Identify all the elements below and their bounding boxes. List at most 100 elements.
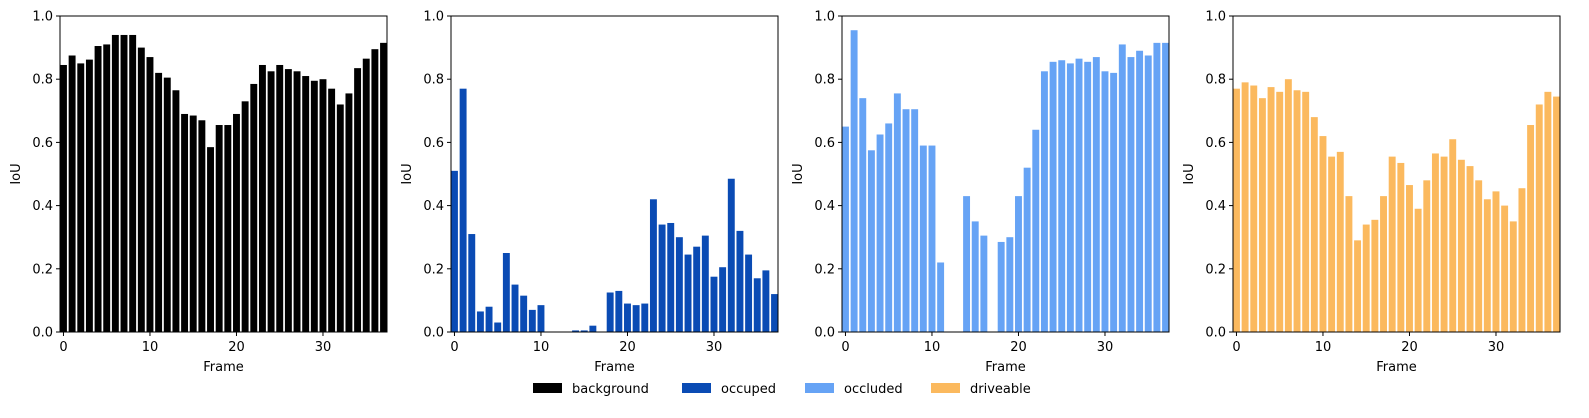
bar — [701, 235, 709, 332]
bar — [172, 90, 180, 332]
bar — [937, 262, 945, 332]
bar — [859, 98, 867, 332]
bar — [77, 63, 85, 333]
bar — [1284, 79, 1292, 332]
y-tick-label: 0.2 — [814, 262, 835, 277]
bar — [727, 178, 735, 332]
y-tick-label: 0.6 — [32, 136, 53, 151]
y-tick-label: 0.4 — [1205, 199, 1226, 214]
bar — [120, 34, 128, 333]
bar — [719, 267, 727, 332]
bar — [771, 294, 778, 332]
y-tick-label: 1.0 — [423, 10, 444, 25]
bar — [129, 34, 137, 333]
bar — [1153, 42, 1161, 333]
x-tick-label: 30 — [315, 340, 332, 355]
bar — [641, 303, 649, 332]
bar — [867, 150, 875, 332]
bar — [1388, 156, 1396, 332]
bar — [476, 311, 484, 332]
bar — [684, 254, 692, 332]
bar — [710, 276, 718, 332]
bar — [1032, 129, 1040, 332]
legend-label: occluded — [844, 382, 903, 397]
bar — [658, 224, 666, 332]
bar — [997, 241, 1005, 332]
y-tick-label: 1.0 — [32, 10, 53, 25]
bar — [589, 325, 597, 332]
bar — [1258, 98, 1266, 332]
bar — [1553, 96, 1560, 332]
bar — [1336, 151, 1344, 332]
bar — [502, 253, 510, 332]
x-axis-label: Frame — [594, 360, 635, 375]
bar — [876, 134, 884, 332]
bar — [615, 290, 623, 332]
bar — [284, 69, 292, 332]
bar — [1535, 104, 1543, 332]
bar — [971, 221, 979, 332]
y-axis-label: IoU — [9, 163, 24, 184]
y-tick-label: 0.4 — [814, 199, 835, 214]
bar — [1040, 71, 1048, 333]
bar — [736, 230, 744, 332]
y-tick-label: 0.0 — [32, 326, 53, 341]
bar — [1362, 224, 1370, 332]
bar — [1397, 162, 1405, 332]
bar — [911, 109, 919, 332]
bar — [1319, 136, 1327, 332]
bar — [928, 145, 936, 332]
y-tick-label: 0.4 — [423, 199, 444, 214]
bar — [1406, 185, 1413, 332]
y-tick-label: 0.6 — [1205, 136, 1226, 151]
bar — [606, 292, 614, 332]
bar — [1101, 71, 1109, 333]
bar — [485, 306, 493, 332]
x-tick-label: 0 — [59, 340, 67, 355]
bar — [60, 64, 67, 332]
bar — [1241, 82, 1249, 332]
bar — [624, 303, 631, 332]
bar — [762, 270, 770, 332]
bar — [1075, 58, 1083, 332]
bar — [885, 123, 893, 332]
bar — [371, 49, 379, 333]
bar — [511, 284, 519, 332]
bar — [1058, 60, 1066, 333]
plot-frame — [1232, 15, 1561, 333]
bar — [1414, 208, 1422, 332]
bar — [451, 170, 458, 332]
bar — [319, 79, 327, 332]
bar — [745, 254, 753, 332]
bar — [1449, 139, 1457, 332]
bar — [1250, 85, 1258, 333]
x-tick-label: 0 — [1232, 340, 1240, 355]
y-tick-label: 1.0 — [814, 10, 835, 25]
bar — [1136, 50, 1144, 332]
bar — [963, 196, 971, 332]
bar — [1110, 72, 1118, 332]
bar — [137, 47, 145, 332]
bar — [1440, 156, 1448, 332]
bar — [1066, 63, 1074, 333]
y-tick-label: 0.0 — [1205, 326, 1226, 341]
y-tick-label: 0.8 — [1205, 73, 1226, 88]
bar — [198, 120, 206, 332]
bar — [1492, 191, 1500, 332]
bar — [1162, 42, 1169, 333]
x-tick-label: 30 — [1097, 340, 1114, 355]
bar — [675, 237, 683, 332]
bar — [902, 109, 910, 332]
x-axis-label: Frame — [985, 360, 1026, 375]
bar — [155, 72, 163, 332]
y-tick-label: 0.0 — [423, 326, 444, 341]
y-axis-label: IoU — [1182, 163, 1197, 184]
y-tick-label: 0.2 — [1205, 262, 1226, 277]
chart-panel-4: 0.0 0.2 0.4 0.6 0.8 1.0 0 10 20 30 Frame IoU — [1182, 10, 1561, 375]
plot-frame — [450, 15, 779, 333]
bar — [919, 145, 927, 332]
bar — [103, 44, 111, 332]
chart-panel-3: 0.0 0.2 0.4 0.6 0.8 1.0 0 10 20 30 Frame IoU — [791, 10, 1170, 375]
bar — [528, 309, 536, 332]
bar — [1423, 180, 1431, 332]
